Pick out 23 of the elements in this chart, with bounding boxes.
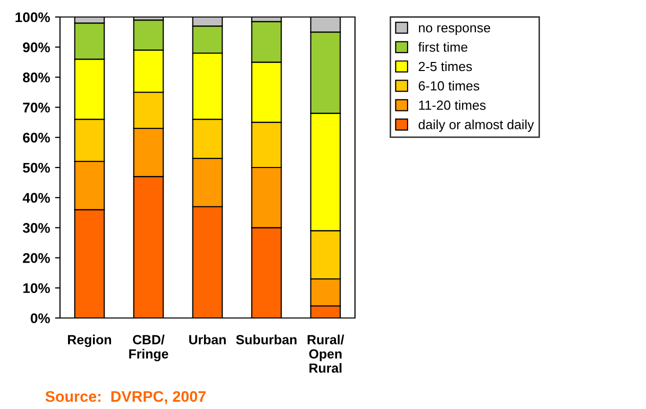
legend-label: 2-5 times bbox=[418, 61, 472, 72]
y-tick-label: 30% bbox=[22, 223, 50, 233]
y-tick-label: 80% bbox=[22, 72, 50, 82]
source-note: Source: DVRPC, 2007 bbox=[45, 391, 206, 404]
x-tick-label: Urban bbox=[189, 334, 226, 344]
y-tick-label: 90% bbox=[22, 42, 50, 52]
y-tick-label: 70% bbox=[23, 102, 50, 112]
x-tick-label: Rural/ Open Rural bbox=[308, 334, 344, 373]
legend-label: first time bbox=[418, 42, 468, 52]
legend-label: 6-10 times bbox=[418, 80, 480, 91]
legend-label: 11-20 times bbox=[419, 100, 486, 110]
x-tick-label: CBD/ Fringe bbox=[129, 334, 168, 362]
y-tick-label: 60% bbox=[22, 132, 50, 143]
y-tick-label: 0% bbox=[30, 313, 50, 324]
y-tick-label: 40% bbox=[22, 192, 50, 203]
x-tick-label: Suburban bbox=[236, 334, 296, 344]
x-tick-label: Region bbox=[68, 334, 112, 348]
y-tick-label: 20% bbox=[22, 253, 50, 263]
legend-label: no response bbox=[418, 25, 490, 36]
legend-label: daily or almost daily bbox=[418, 120, 534, 132]
y-tick-label: 10% bbox=[23, 283, 50, 294]
y-tick-label: 100% bbox=[16, 12, 50, 22]
y-tick-label: 50% bbox=[22, 162, 50, 173]
